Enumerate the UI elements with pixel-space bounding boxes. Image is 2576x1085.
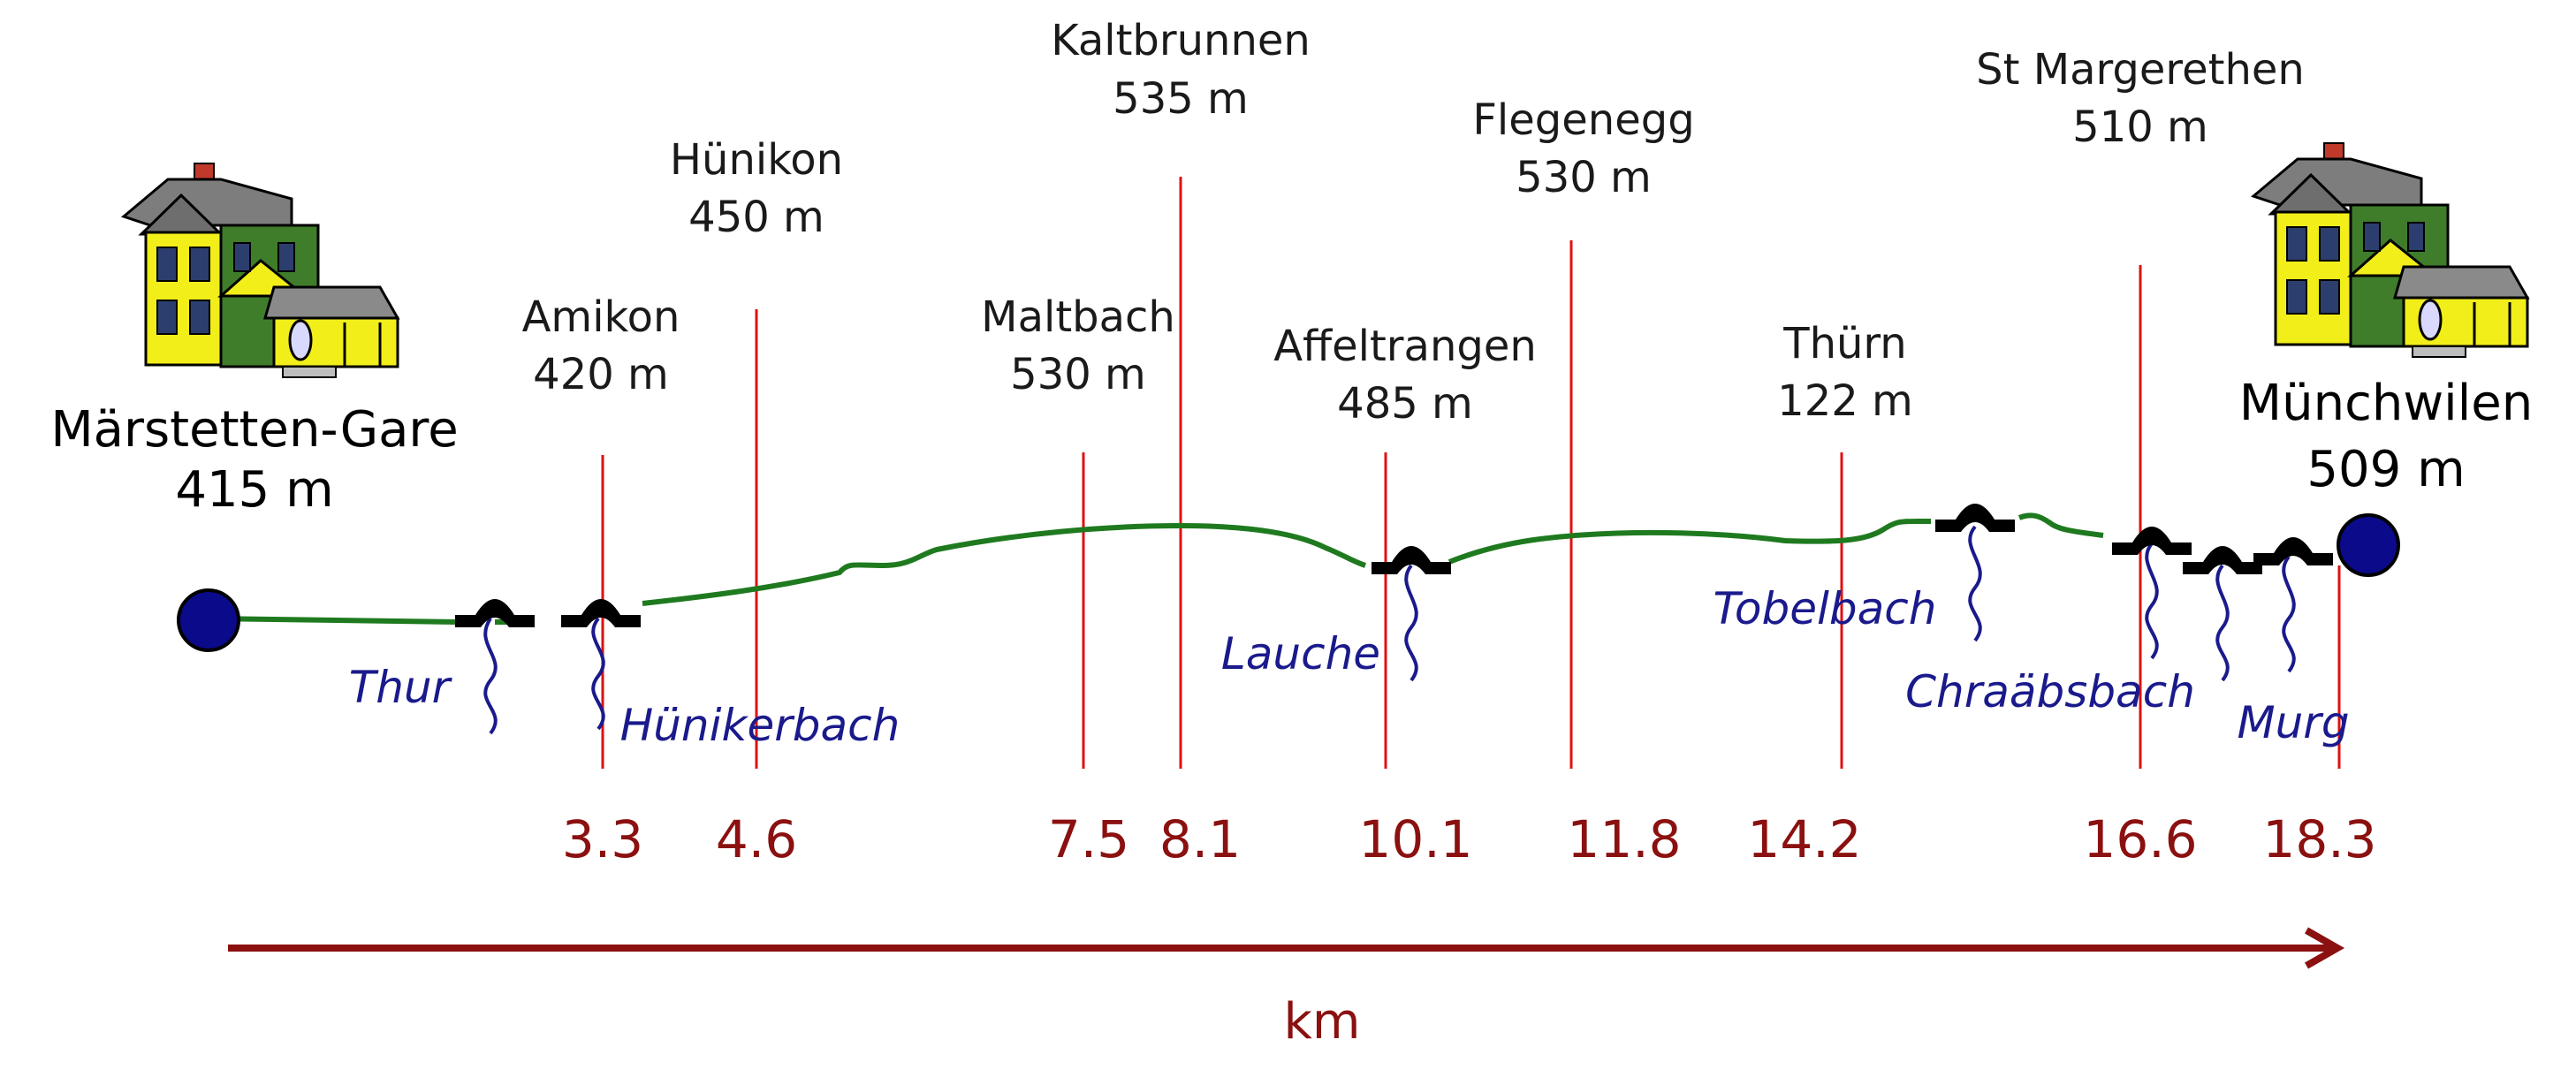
start-name: Märstetten-Gare xyxy=(50,401,458,459)
river-label-tobelbach: Tobelbach xyxy=(1714,583,1937,634)
end-point xyxy=(2337,513,2400,577)
river-labels: Thur Hünikerbach Lauche Tobelbach Chraäb… xyxy=(349,583,2350,751)
place-elevation-amikon: 420 m xyxy=(533,350,669,399)
place-elevation-huenikon: 450 m xyxy=(688,193,824,242)
axis-label: km xyxy=(1284,993,1361,1051)
km-label: 16.6 xyxy=(2083,809,2197,869)
route-segment xyxy=(1448,519,1931,565)
start-house-icon xyxy=(122,162,399,379)
km-label: 8.1 xyxy=(1159,809,1241,869)
bridge-icon xyxy=(1372,546,1451,574)
place-name-affeltrangen: Affeltrangen xyxy=(1273,322,1537,371)
km-labels: 3.3 4.6 7.5 8.1 10.1 11.8 14.2 16.6 18.3 xyxy=(562,809,2377,869)
river-chraabsbach-line xyxy=(2145,542,2159,660)
place-elevation-flegenegg: 530 m xyxy=(1516,153,1652,202)
place-elevation-kaltbrunnen: 535 m xyxy=(1113,74,1249,124)
end-name: Münchwilen xyxy=(2239,375,2533,432)
km-label: 18.3 xyxy=(2262,809,2376,869)
km-label: 14.2 xyxy=(1747,809,1861,869)
river-label-chraabsbach: Chraäbsbach xyxy=(1905,666,2195,717)
river-label-huenikerbach: Hünikerbach xyxy=(620,700,900,751)
km-label: 10.1 xyxy=(1358,809,1472,869)
place-elevation-thuern: 122 m xyxy=(1777,376,1913,426)
place-name-huenikon: Hünikon xyxy=(670,135,843,185)
place-labels: Amikon 420 m Hünikon 450 m Maltbach 530 … xyxy=(522,16,2305,429)
place-elevation-maltbach: 530 m xyxy=(1010,350,1146,399)
bridge-icon xyxy=(2112,527,2192,555)
start-elevation: 415 m xyxy=(175,461,333,519)
km-label: 7.5 xyxy=(1048,809,1129,869)
river-thur-line xyxy=(483,617,498,735)
place-name-kaltbrunnen: Kaltbrunnen xyxy=(1051,16,1311,65)
bridge-icon xyxy=(561,599,641,627)
km-label: 3.3 xyxy=(562,809,643,869)
river-chraabsbach-line-2 xyxy=(2215,564,2230,682)
river-lines xyxy=(483,525,2296,735)
bridge-icon xyxy=(2253,537,2333,565)
place-name-amikon: Amikon xyxy=(522,292,680,342)
river-label-thur: Thur xyxy=(349,662,453,713)
km-axis-arrow xyxy=(228,927,2345,969)
km-label: 11.8 xyxy=(1567,809,1681,869)
place-name-thuern: Thürn xyxy=(1782,319,1906,368)
route-segment xyxy=(2017,512,2104,538)
river-label-murg: Murg xyxy=(2237,697,2349,748)
place-elevation-affeltrangen: 485 m xyxy=(1337,379,1473,429)
river-lauche-line xyxy=(1404,564,1418,682)
end-elevation: 509 m xyxy=(2306,441,2465,498)
place-name-flegenegg: Flegenegg xyxy=(1472,95,1694,145)
river-murg-line xyxy=(2282,555,2296,673)
km-marker-lines xyxy=(601,177,2341,769)
river-huenikerbach-line xyxy=(591,617,605,731)
river-label-lauche: Lauche xyxy=(1221,628,1380,679)
start-point xyxy=(177,588,240,652)
km-label: 4.6 xyxy=(716,809,797,869)
route-line xyxy=(208,512,2104,625)
route-segment xyxy=(642,522,1366,606)
place-name-st-margerethen: St Margerethen xyxy=(1976,45,2305,95)
place-elevation-st-margerethen: 510 m xyxy=(2072,102,2208,152)
river-tobelbach-line xyxy=(1968,525,1982,642)
route-segment xyxy=(208,616,460,625)
axis-arrowhead xyxy=(2305,927,2345,969)
end-house-icon xyxy=(2252,141,2529,359)
bridge-icon xyxy=(2183,546,2262,574)
place-name-maltbach: Maltbach xyxy=(981,292,1175,342)
